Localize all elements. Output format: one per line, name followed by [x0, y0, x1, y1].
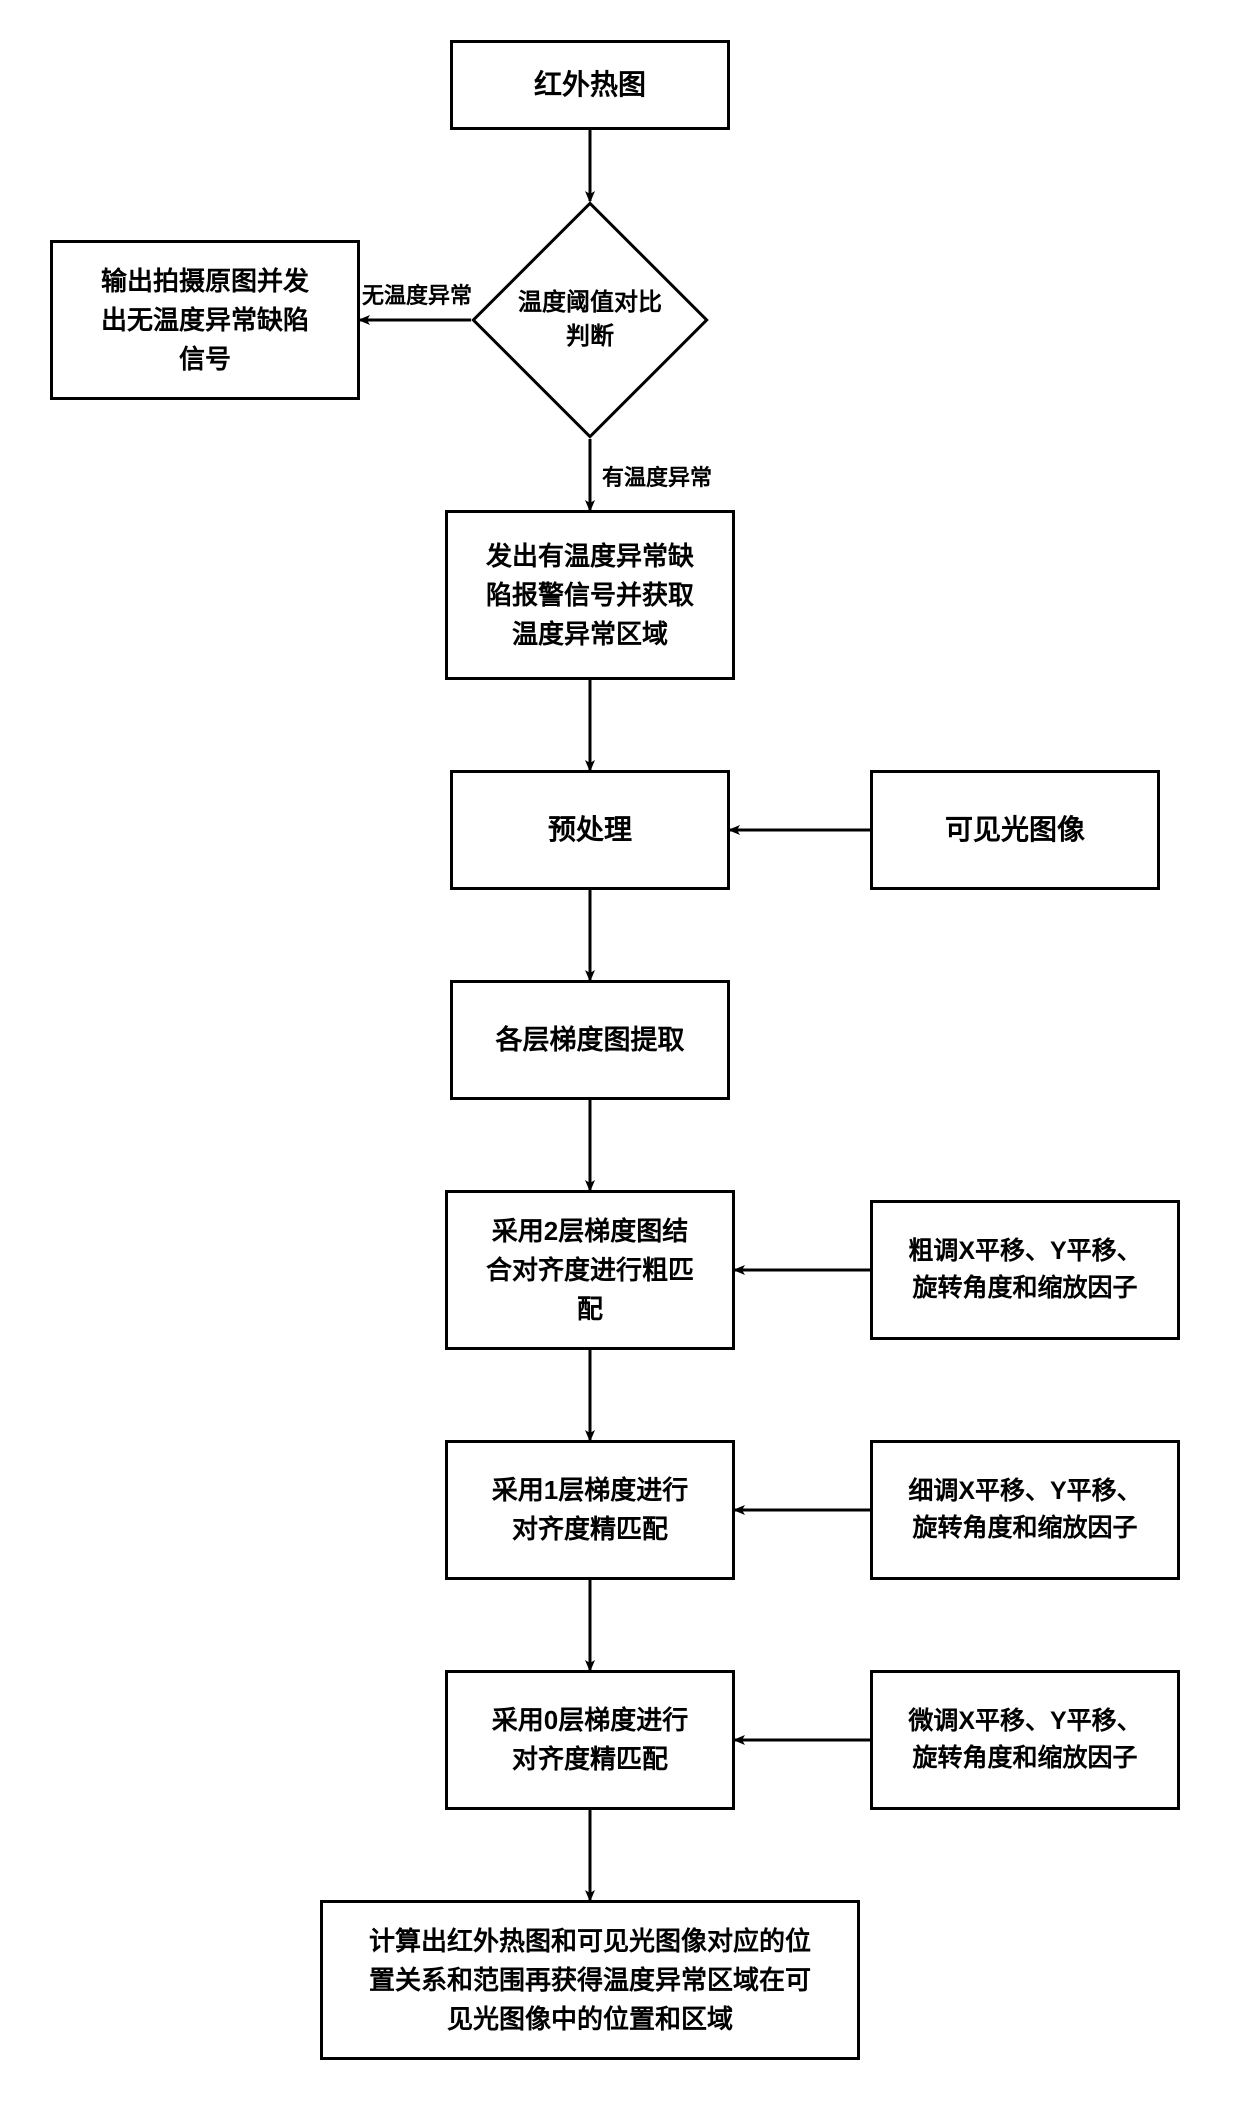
node-coarse-r-text: 粗调X平移、Y平移、旋转角度和缩放因子: [908, 1233, 1141, 1308]
node-fine1: 采用1层梯度进行对齐度精匹配: [445, 1440, 735, 1580]
node-output-ok: 输出拍摄原图并发出无温度异常缺陷信号: [50, 240, 360, 400]
node-extract-text: 各层梯度图提取: [496, 1020, 685, 1061]
edge-label: 无温度异常: [362, 278, 472, 310]
node-fine0-r: 微调X平移、Y平移、旋转角度和缩放因子: [870, 1670, 1180, 1810]
node-coarse-r: 粗调X平移、Y平移、旋转角度和缩放因子: [870, 1200, 1180, 1340]
node-result: 计算出红外热图和可见光图像对应的位置关系和范围再获得温度异常区域在可见光图像中的…: [320, 1900, 860, 2060]
node-decision-text: 温度阈值对比判断: [518, 286, 662, 353]
node-fine0: 采用0层梯度进行对齐度精匹配: [445, 1670, 735, 1810]
node-fine1-r: 细调X平移、Y平移、旋转角度和缩放因子: [870, 1440, 1180, 1580]
node-fine0-r-text: 微调X平移、Y平移、旋转角度和缩放因子: [908, 1703, 1141, 1778]
edge-label: 有温度异常: [602, 460, 712, 492]
node-output-ok-text: 输出拍摄原图并发出无温度异常缺陷信号: [101, 262, 309, 379]
node-coarse-text: 采用2层梯度图结合对齐度进行粗匹配: [486, 1212, 694, 1329]
node-extract: 各层梯度图提取: [450, 980, 730, 1100]
node-visible: 可见光图像: [870, 770, 1160, 890]
node-alarm-text: 发出有温度异常缺陷报警信号并获取温度异常区域: [486, 537, 694, 654]
node-coarse: 采用2层梯度图结合对齐度进行粗匹配: [445, 1190, 735, 1350]
node-fine1-text: 采用1层梯度进行对齐度精匹配: [492, 1471, 688, 1549]
node-fine1-r-text: 细调X平移、Y平移、旋转角度和缩放因子: [908, 1473, 1141, 1548]
node-preproc-text: 预处理: [548, 809, 632, 851]
decision-text-wrap: 温度阈值对比判断: [464, 236, 716, 404]
node-decision: 温度阈值对比判断: [506, 236, 674, 404]
node-alarm: 发出有温度异常缺陷报警信号并获取温度异常区域: [445, 510, 735, 680]
node-result-text: 计算出红外热图和可见光图像对应的位置关系和范围再获得温度异常区域在可见光图像中的…: [369, 1922, 811, 2039]
node-preproc: 预处理: [450, 770, 730, 890]
node-fine0-text: 采用0层梯度进行对齐度精匹配: [492, 1701, 688, 1779]
node-start: 红外热图: [450, 40, 730, 130]
node-visible-text: 可见光图像: [945, 809, 1085, 851]
node-start-text: 红外热图: [534, 64, 646, 106]
